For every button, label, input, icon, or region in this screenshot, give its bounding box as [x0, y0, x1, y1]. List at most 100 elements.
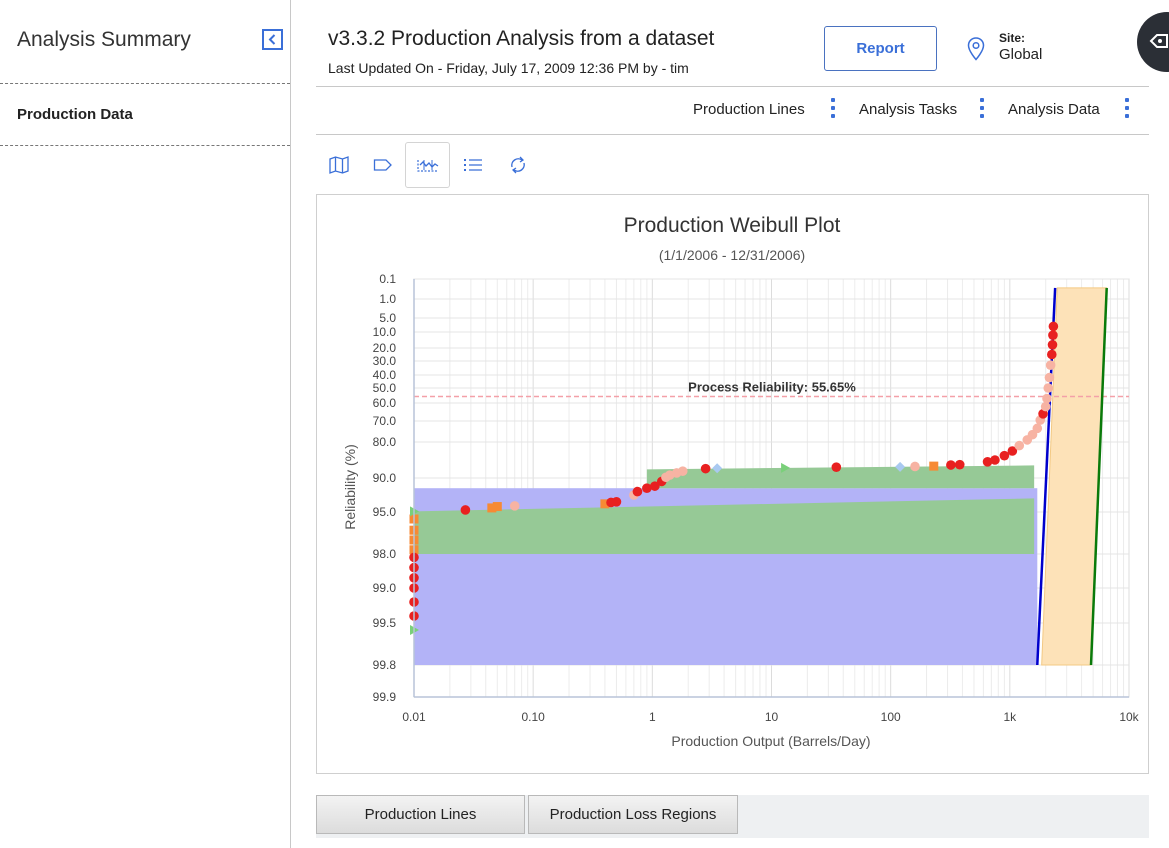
- analysis-data-menu-icon[interactable]: [1124, 98, 1130, 120]
- data-point: [632, 486, 643, 497]
- process-reliability-label: Process Reliability: 55.65%: [688, 379, 856, 394]
- data-point: [1047, 349, 1057, 360]
- tag-icon: [373, 159, 392, 171]
- y-tick-label: 99.0: [373, 581, 397, 595]
- x-tick-label: 1: [649, 710, 656, 724]
- region-green-upper: [646, 465, 1035, 489]
- production-lines-menu-icon[interactable]: [830, 98, 836, 120]
- data-point: [712, 463, 723, 474]
- x-tick-label: 10k: [1119, 710, 1139, 724]
- sidebar-title: Analysis Summary: [17, 28, 191, 51]
- data-point: [1044, 372, 1055, 383]
- site-label: Site:: [999, 31, 1026, 45]
- region-orange: [1041, 287, 1108, 666]
- y-tick-label: 98.0: [373, 547, 397, 561]
- nav-analysis-tasks[interactable]: Analysis Tasks: [859, 101, 958, 118]
- x-tick-label: 100: [881, 710, 901, 724]
- nav-analysis-data[interactable]: Analysis Data: [1008, 101, 1100, 118]
- data-point: [1040, 401, 1051, 412]
- data-point: [1014, 440, 1025, 451]
- list-tool-button[interactable]: [450, 142, 495, 188]
- site-value[interactable]: Global: [999, 46, 1043, 63]
- data-point: [650, 481, 660, 491]
- y-tick-label: 99.8: [373, 658, 397, 672]
- analysis-nav: Production Lines Analysis Tasks Analysis…: [316, 87, 1149, 135]
- data-point: [1043, 383, 1054, 393]
- header-divider: [316, 86, 1149, 87]
- weibull-chart[interactable]: Production Weibull Plot (1/1/2006 - 12/3…: [317, 195, 1148, 773]
- x-tick-label: 0.10: [521, 710, 545, 724]
- y-tick-label: 5.0: [379, 311, 396, 325]
- list-icon: [463, 159, 482, 171]
- data-point: [982, 457, 993, 467]
- sidebar-nav: Production Data: [0, 84, 290, 146]
- x-tick-label: 10: [765, 710, 779, 724]
- nav-production-lines[interactable]: Production Lines: [693, 101, 805, 118]
- help-panel-toggle[interactable]: [1137, 12, 1169, 72]
- map-tool-button[interactable]: [316, 142, 361, 188]
- last-updated-text: Last Updated On - Friday, July 17, 2009 …: [328, 60, 689, 76]
- data-point: [611, 497, 622, 507]
- tab-production-lines[interactable]: Production Lines: [316, 795, 525, 834]
- data-point: [895, 461, 906, 472]
- tag-tool-button[interactable]: [360, 142, 405, 188]
- x-tick-label: 0.01: [402, 710, 426, 724]
- data-point: [999, 450, 1010, 461]
- report-button[interactable]: Report: [824, 26, 937, 71]
- data-point: [990, 455, 1000, 465]
- data-point: [492, 502, 502, 512]
- refresh-icon: [510, 156, 525, 174]
- data-point: [600, 499, 610, 509]
- data-point: [677, 466, 688, 476]
- data-point: [1042, 393, 1052, 404]
- y-axis-label: Reliability (%): [342, 444, 358, 530]
- region-green-lower: [414, 498, 1035, 554]
- data-point: [700, 463, 711, 474]
- y-tick-label: 60.0: [373, 396, 397, 410]
- data-point: [509, 501, 520, 511]
- y-tick-label: 30.0: [373, 354, 397, 368]
- y-tick-label: 70.0: [373, 414, 397, 428]
- data-point: [946, 460, 956, 470]
- y-tick-label: 50.0: [373, 381, 397, 395]
- data-point: [1048, 330, 1058, 340]
- plot-toolbar: [316, 142, 616, 188]
- chevron-left-icon: [268, 34, 276, 45]
- y-tick-label: 10.0: [373, 325, 397, 339]
- chart-title: Production Weibull Plot: [624, 214, 841, 237]
- sidebar-item-production-data[interactable]: Production Data: [17, 106, 133, 123]
- data-point: [1038, 409, 1048, 419]
- data-point: [460, 505, 471, 515]
- y-tick-label: 40.0: [373, 368, 397, 382]
- y-tick-label: 0.1: [379, 272, 396, 286]
- data-point: [1045, 360, 1056, 370]
- data-point: [1047, 340, 1058, 350]
- data-point: [781, 462, 791, 473]
- y-tick-label: 99.5: [373, 616, 397, 630]
- y-tick-label: 99.9: [373, 690, 397, 704]
- refresh-tool-button[interactable]: [495, 142, 540, 188]
- data-point: [954, 459, 965, 470]
- weibull-plot-tool-button[interactable]: [405, 142, 450, 188]
- fit-line-green: [1089, 287, 1108, 666]
- y-tick-label: 20.0: [373, 341, 397, 355]
- analysis-tasks-menu-icon[interactable]: [979, 98, 985, 120]
- weibull-chart-panel: Production Weibull Plot (1/1/2006 - 12/3…: [316, 194, 1149, 774]
- y-tick-label: 1.0: [379, 292, 396, 306]
- y-tick-label: 80.0: [373, 435, 397, 449]
- tab-production-loss-regions[interactable]: Production Loss Regions: [528, 795, 738, 834]
- chart-subtitle: (1/1/2006 - 12/31/2006): [659, 247, 805, 263]
- collapse-sidebar-button[interactable]: [262, 29, 283, 50]
- page-title: v3.3.2 Production Analysis from a datase…: [328, 27, 715, 50]
- y-tick-label: 90.0: [373, 471, 397, 485]
- data-point: [929, 461, 939, 471]
- eye-tag-icon: [1149, 34, 1168, 48]
- sidebar-header: Analysis Summary: [0, 0, 290, 84]
- x-axis-label: Production Output (Barrels/Day): [671, 733, 870, 749]
- location-pin-icon: [967, 37, 985, 61]
- data-point: [831, 462, 842, 473]
- data-point: [1032, 423, 1043, 434]
- data-point: [910, 461, 920, 472]
- data-point: [1048, 321, 1059, 332]
- data-point: [487, 503, 497, 513]
